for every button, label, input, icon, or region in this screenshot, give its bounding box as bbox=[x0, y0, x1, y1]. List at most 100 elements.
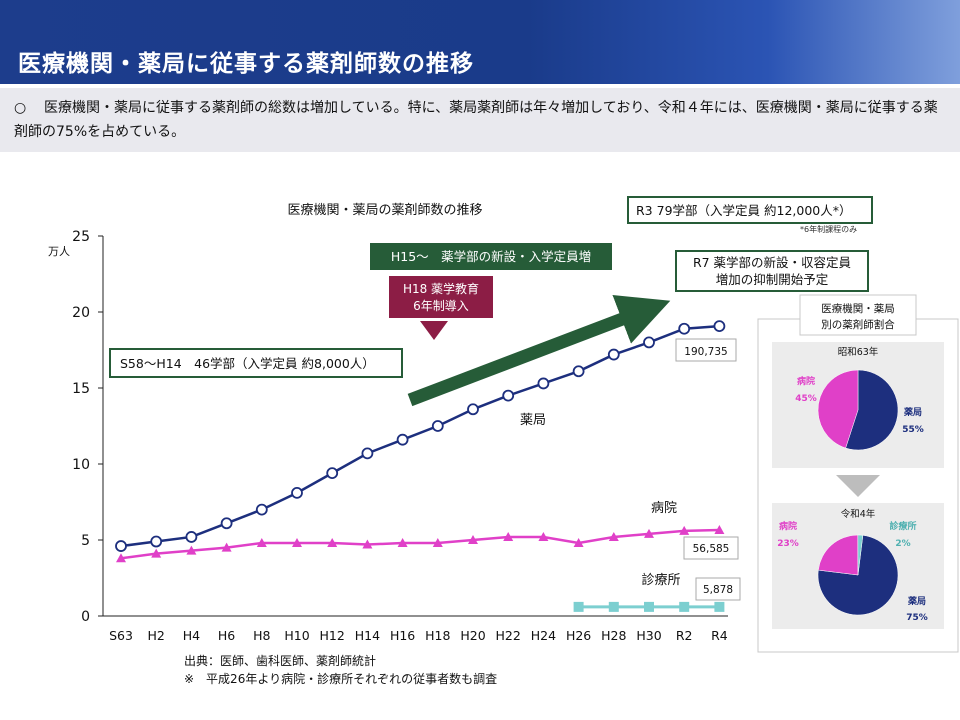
x-tick-label: H10 bbox=[284, 628, 309, 643]
data-point-pharmacy bbox=[185, 531, 198, 543]
x-tick-label: H8 bbox=[253, 628, 270, 643]
annotation-r3: R3 79学部（入学定員 約12,000人*） bbox=[636, 203, 851, 218]
data-point-pharmacy bbox=[326, 467, 339, 480]
pie2-value-pharmacy: 75% bbox=[906, 613, 928, 623]
annotation-banner-h15 bbox=[370, 243, 612, 270]
x-tick-label: H28 bbox=[601, 628, 626, 643]
x-tick-label: H6 bbox=[218, 628, 235, 643]
end-label-box-clinic bbox=[695, 577, 741, 601]
pie1-title: 昭和63年 bbox=[838, 346, 879, 358]
data-point-pharmacy bbox=[220, 517, 233, 530]
end-label-box-hospital bbox=[683, 536, 739, 560]
annotation-r3-note: *6年制課程のみ bbox=[800, 224, 857, 234]
annotation-r7-line2: 増加の抑制開始予定 bbox=[716, 272, 829, 287]
data-point-hospital bbox=[362, 539, 373, 549]
down-triangle-marker bbox=[420, 321, 448, 340]
annotation-h15: H15～ 薬学部の新設・入学定員増 bbox=[391, 249, 591, 264]
data-point-pharmacy bbox=[150, 535, 163, 548]
annotation-box-s58 bbox=[109, 348, 403, 378]
x-tick-label: H18 bbox=[425, 628, 450, 643]
annotation-box-r7 bbox=[675, 250, 869, 292]
source-line1: 出典：医師、歯科医師、薬剤師統計 bbox=[184, 653, 376, 668]
data-point-pharmacy bbox=[537, 377, 550, 390]
pie1-value-pharmacy: 55% bbox=[902, 425, 924, 435]
data-point-hospital bbox=[397, 538, 408, 548]
data-point-hospital bbox=[503, 531, 514, 541]
data-point-pharmacy bbox=[678, 322, 691, 335]
data-point-hospital bbox=[714, 524, 725, 534]
side-panel-title-line1: 医療機関・薬局 bbox=[821, 302, 895, 315]
x-tick-label: H2 bbox=[148, 628, 165, 643]
x-tick-label: R2 bbox=[676, 628, 693, 643]
y-axis-label: 万人 bbox=[48, 245, 70, 258]
x-tick-label: H20 bbox=[460, 628, 485, 643]
data-point-hospital bbox=[116, 553, 126, 563]
pie1-label-pharmacy: 薬局 bbox=[904, 406, 922, 418]
series-label-clinic: 診療所 bbox=[641, 572, 680, 588]
y-tick-label: 10 bbox=[72, 457, 90, 473]
data-point-pharmacy bbox=[467, 403, 479, 416]
data-point-clinic bbox=[679, 601, 690, 612]
summary-box bbox=[0, 88, 960, 152]
data-point-hospital bbox=[608, 531, 619, 541]
end-label-clinic: 5,878 bbox=[703, 584, 733, 596]
pie-slice-pharmacy bbox=[845, 369, 899, 451]
pie2-label-clinic: 診療所 bbox=[889, 520, 916, 532]
data-point-pharmacy bbox=[115, 540, 127, 552]
pie2-title: 令和4年 bbox=[841, 508, 876, 520]
pie1-value-hospital: 45% bbox=[795, 394, 817, 404]
y-tick-label: 25 bbox=[72, 229, 90, 245]
end-label-hospital: 56,585 bbox=[693, 543, 730, 555]
x-tick-label: R4 bbox=[711, 628, 728, 643]
data-point-pharmacy bbox=[502, 389, 515, 402]
end-label-box-pharmacy bbox=[675, 338, 737, 362]
source-line2: ※ 平成26年より病院・診療所それぞれの従事者数も調査 bbox=[184, 671, 497, 686]
data-point-hospital bbox=[151, 548, 162, 558]
data-point-pharmacy bbox=[396, 433, 409, 446]
annotation-box-r3 bbox=[627, 196, 873, 224]
down-chevron-arrow bbox=[836, 475, 880, 497]
pie-slice-hospital bbox=[817, 369, 859, 449]
chart-title: 医療機関・薬局の薬剤師数の推移 bbox=[287, 202, 482, 218]
growth-arrow bbox=[407, 294, 671, 407]
data-point-hospital bbox=[327, 538, 338, 548]
pie2-label-hospital: 病院 bbox=[779, 520, 797, 532]
pie2-label-pharmacy: 薬局 bbox=[908, 595, 926, 607]
data-point-clinic bbox=[714, 601, 725, 612]
y-tick-label: 0 bbox=[81, 609, 90, 625]
x-tick-label: H16 bbox=[390, 628, 415, 643]
x-tick-label: H26 bbox=[566, 628, 591, 643]
data-point-hospital bbox=[679, 525, 690, 535]
x-tick-label: H22 bbox=[496, 628, 521, 643]
annotation-h18-line1: H18 薬学教育 bbox=[403, 281, 479, 296]
x-tick-label: H30 bbox=[636, 628, 661, 643]
data-point-pharmacy bbox=[572, 365, 585, 378]
summary-sentence: 医療機関・薬局に従事する薬剤師の総数は増加している。特に、薬局薬剤師は年々増加し… bbox=[14, 100, 938, 140]
pie2-value-hospital: 23% bbox=[777, 539, 799, 549]
pie2-value-clinic: 2% bbox=[895, 539, 910, 549]
data-point-hospital bbox=[538, 531, 549, 541]
x-tick-label: S63 bbox=[109, 628, 133, 643]
series-line-pharmacy bbox=[120, 324, 720, 548]
data-point-hospital bbox=[468, 535, 478, 544]
x-tick-label: H12 bbox=[320, 628, 345, 643]
data-point-pharmacy bbox=[291, 486, 303, 499]
data-point-hospital bbox=[292, 538, 302, 548]
data-point-pharmacy bbox=[643, 336, 655, 349]
series-label-hospital: 病院 bbox=[651, 501, 677, 516]
y-tick-label: 20 bbox=[72, 305, 90, 321]
data-point-clinic bbox=[644, 601, 654, 612]
annotation-r7-line1: R7 薬学部の新設・収容定員 bbox=[693, 255, 852, 270]
pie-slice-hospital bbox=[818, 534, 859, 576]
data-point-pharmacy bbox=[361, 447, 374, 460]
x-tick-label: H14 bbox=[355, 628, 380, 643]
summary-text: ○ 医療機関・薬局に従事する薬剤師の総数は増加している。特に、薬局薬剤師は年々増加… bbox=[14, 96, 950, 144]
annotation-s58: S58～H14 46学部（入学定員 約8,000人） bbox=[120, 356, 375, 371]
data-point-pharmacy bbox=[431, 420, 444, 432]
y-tick-label: 15 bbox=[72, 381, 90, 397]
data-point-pharmacy bbox=[607, 348, 620, 361]
data-point-hospital bbox=[432, 538, 443, 548]
data-point-hospital bbox=[221, 542, 232, 552]
series-line-hospital bbox=[120, 528, 720, 560]
